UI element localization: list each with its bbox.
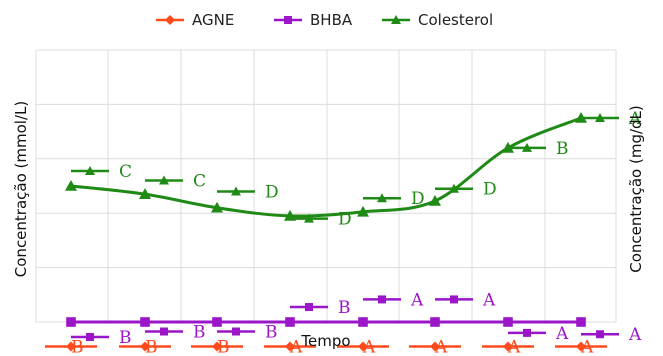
significance-letter: B: [71, 337, 84, 356]
series-layer: [45, 112, 607, 352]
data-point: [503, 341, 513, 352]
significance-letter: B: [338, 298, 351, 318]
data-point: [449, 183, 459, 193]
data-point: [159, 175, 169, 185]
data-point: [66, 341, 76, 352]
gridlines: [35, 49, 617, 323]
significance-letter: B: [265, 323, 278, 343]
data-point: [232, 327, 240, 336]
y-axis-label-right: Concentração (mg/dL): [627, 105, 645, 273]
data-point: [596, 330, 604, 339]
data-point: [284, 16, 292, 24]
data-point: [139, 188, 151, 199]
significance-letter: A: [482, 290, 496, 310]
data-point: [86, 332, 94, 341]
significance-letter: B: [556, 139, 569, 159]
significance-letter: B: [145, 337, 158, 356]
data-point: [576, 317, 586, 327]
x-axis-label: Tempo: [300, 332, 350, 350]
data-point: [358, 341, 368, 352]
y-axis-label-left: Concentração (mmol/L): [12, 101, 30, 277]
data-point: [140, 341, 150, 352]
legend: AGNE BHBA Colesterol: [156, 11, 493, 29]
data-point: [429, 194, 441, 206]
significance-letter: B: [217, 337, 230, 356]
data-point: [65, 180, 77, 191]
data-point: [212, 341, 222, 352]
data-point: [85, 166, 95, 176]
data-point: [523, 328, 531, 337]
significance-letter: A: [628, 109, 642, 129]
data-point: [304, 213, 314, 223]
data-point: [377, 193, 387, 203]
significance-letter: A: [289, 337, 303, 356]
data-point: [165, 15, 175, 25]
significance-letter: D: [483, 180, 497, 200]
data-point: [285, 317, 295, 327]
data-point: [231, 186, 241, 196]
significance-letter: D: [265, 182, 279, 202]
data-point: [66, 317, 76, 327]
significance-letter: A: [410, 290, 424, 310]
data-point: [430, 341, 440, 352]
significance-letter: B: [119, 328, 132, 348]
significance-letter: A: [507, 337, 521, 356]
legend-label: AGNE: [192, 11, 234, 29]
data-point: [358, 317, 368, 327]
significance-letter: A: [555, 324, 569, 344]
data-point: [503, 317, 513, 327]
data-point: [357, 205, 369, 217]
data-point: [522, 142, 532, 152]
series-colesterol-line: [70, 116, 582, 218]
data-point: [430, 317, 440, 327]
significance-letter: A: [434, 337, 448, 356]
data-point: [378, 295, 386, 304]
data-point: [595, 113, 605, 122]
significance-letter: B: [193, 323, 206, 343]
data-point: [305, 303, 313, 312]
legend-label: Colesterol: [418, 11, 493, 29]
data-point: [140, 317, 150, 327]
data-point: [211, 201, 223, 213]
significance-letter: A: [362, 337, 376, 356]
data-point: [576, 341, 586, 352]
significance-letter: A: [628, 325, 642, 345]
significance-letter: A: [580, 337, 594, 356]
data-point: [391, 15, 401, 24]
data-point: [212, 317, 222, 327]
legend-label: BHBA: [310, 11, 353, 29]
significance-letter: D: [411, 189, 425, 209]
significance-letter: C: [193, 172, 206, 192]
significance-letter: D: [338, 210, 352, 230]
data-point: [160, 327, 168, 336]
data-point: [450, 295, 458, 304]
data-point: [285, 341, 295, 352]
significance-letter: C: [119, 162, 132, 182]
